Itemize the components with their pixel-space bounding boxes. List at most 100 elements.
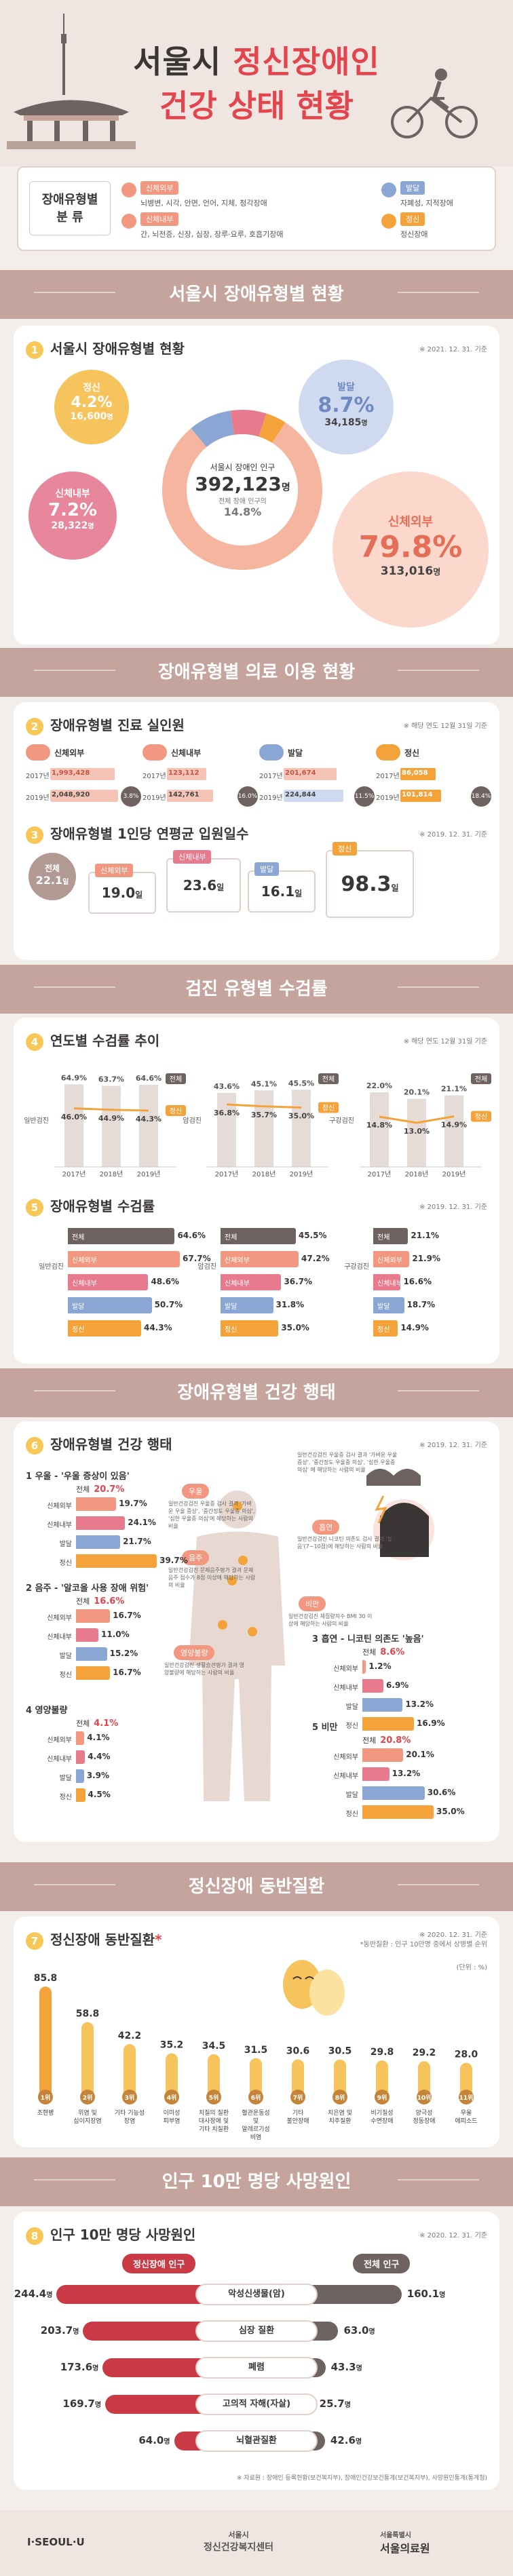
classification-desc: 간, 뇌전증, 신장, 심장, 장루·요루, 호흡기장애 <box>140 230 284 239</box>
center-value: 392,123 <box>195 473 282 495</box>
behavior-bar <box>362 1679 384 1693</box>
internal-pct: 7.2% <box>48 500 98 520</box>
comorbidity-value: 35.2 <box>160 2040 184 2051</box>
growth-badge: 3.8% <box>121 786 141 807</box>
section-heading: 4 연도별 수검률 추이 <box>26 1030 159 1051</box>
trend-year-label: 2017년 <box>62 1170 86 1178</box>
source-note: ※ 자료원 : 장애인 등록현황(보건복지부), 장애인건강보건통계(보건복지부… <box>236 2475 487 2482</box>
death-all-number: 43.3 <box>330 2361 356 2373</box>
legend-total-badge <box>471 1073 491 1084</box>
note: ※ 2021. 12. 31. 기준 <box>419 346 487 353</box>
donut-slice-발달 <box>191 410 234 448</box>
behavior-bar <box>76 1750 86 1764</box>
days-label: 발달 <box>254 862 280 876</box>
section-heading: 7 정신장애 동반질환* <box>26 1929 162 1950</box>
callout-nutrition-text: 일반건강검진 생활습관평가 결과 영양불량에 해당하는 사람의 비율 <box>164 1662 245 1676</box>
behavior-bar <box>76 1516 126 1530</box>
medical-group-label: 정신 <box>404 748 420 758</box>
days-value: 23.6일 <box>166 877 241 893</box>
trend-mental-label: 36.8% <box>214 1109 240 1117</box>
section-banner-death: 인구 10만 명당 사망원인 <box>0 2157 513 2206</box>
rank-badge <box>417 2090 432 2104</box>
rate-category: 신체외부 <box>225 1257 250 1265</box>
external-bubble: 신체외부 79.8% 313,016명 <box>332 472 489 628</box>
behavior-row-label: 신체내부 <box>333 1685 358 1692</box>
footer: I·SEOUL·U 서울시 정신건강복지센터 서울특별시 서울의료원 <box>0 2510 513 2576</box>
donut-slice-신체외부 <box>162 422 322 570</box>
days-number: 98.3 <box>341 872 392 896</box>
death-unit: 명 <box>46 2292 53 2299</box>
section-heading: 6 장애유형별 건강 행태 <box>26 1434 172 1455</box>
callout-nutrition-tag: 영양불량 <box>174 1645 215 1660</box>
callout-smoking-tag: 흡연 <box>312 1520 340 1535</box>
rate-bar <box>68 1297 152 1313</box>
behavior-title: 5 비만 <box>312 1723 338 1733</box>
comorbidity-value: 30.6 <box>286 2046 310 2057</box>
donut-center: 서울시 장애인 인구 392,123명 전체 장애 인구의 14.8% <box>183 461 302 518</box>
note: ※ 2019. 12. 31. 기준 <box>419 1442 487 1449</box>
year-label: 2017년 <box>376 773 400 780</box>
section-banner-behavior: 장애유형별 건강 행태 <box>0 1368 513 1417</box>
population-card: 1 서울시 장애유형별 현황 ※ 2021. 12. 31. 기준 정신 4.2%… <box>14 326 499 645</box>
behavior-total-value: 8.6% <box>380 1647 405 1657</box>
trend-panel-label: 암검진 <box>183 1117 202 1125</box>
death-all-value: 160.1명 <box>407 2288 446 2300</box>
section-banner-population: 서울시 장애유형별 현황 <box>0 270 513 319</box>
days-number: 23.6 <box>183 877 217 893</box>
days-number: 16.1 <box>261 883 295 900</box>
behavior-row-label: 신체외부 <box>47 1503 72 1510</box>
classification-desc: 정신장애 <box>400 230 428 239</box>
trend-mental-label: 13.0% <box>404 1127 430 1136</box>
heading-number: 3 <box>26 826 43 844</box>
death-all-value: 25.7명 <box>320 2398 351 2410</box>
trend-year-label: 2019년 <box>137 1170 161 1178</box>
classification-item: 신체내부 간, 뇌전증, 신장, 심장, 장루·요루, 호흡기장애 <box>140 212 284 239</box>
rate-category: 발달 <box>225 1303 238 1311</box>
page-title-line1: 서울시 정신장애인 <box>0 37 513 82</box>
rate-bar <box>373 1297 404 1313</box>
behavior-row-label: 정신 <box>345 1723 358 1730</box>
trend-year-label: 2019년 <box>290 1170 314 1178</box>
rank-label: 3위 <box>125 2094 135 2102</box>
death-unit: 명 <box>92 2365 99 2372</box>
legend-mental-badge <box>318 1102 339 1113</box>
behavior-bar <box>76 1647 107 1661</box>
death-mental-number: 169.7 <box>62 2398 95 2410</box>
classification-desc: 자폐성, 지적장애 <box>400 199 453 208</box>
development-icon <box>259 744 284 761</box>
trend-total-label: 20.1% <box>404 1088 430 1097</box>
rate-value: 36.7% <box>284 1277 313 1286</box>
heading-number: 6 <box>26 1437 43 1455</box>
note: ※ 해당 연도 12월 31일 기준 <box>403 723 487 730</box>
rate-value: 14.9% <box>400 1323 429 1332</box>
note: ※ 2019. 12. 31. 기준 <box>419 1204 487 1211</box>
death-mental-number: 203.7 <box>40 2324 73 2337</box>
behavior-row-value: 20.1% <box>406 1750 434 1759</box>
behavior-bar <box>362 1748 404 1762</box>
classification-item: 신체외부 뇌병변, 시각, 안면, 언어, 지체, 청각장애 <box>140 181 267 208</box>
behavior-row-value: 19.7% <box>119 1499 147 1508</box>
behavior-row-value: 13.2% <box>392 1769 421 1778</box>
death-unit: 명 <box>355 2438 362 2446</box>
trend-total-label: 21.1% <box>441 1085 467 1094</box>
title-mental-disability: 정신장애인 <box>233 43 380 80</box>
trend-mental-label: 35.7% <box>251 1111 277 1119</box>
comorbidity-bar <box>292 2059 304 2100</box>
comorbidity-bar <box>39 1986 52 2100</box>
classification-label: 장애유형별 분 류 <box>29 181 111 235</box>
classification-tag: 정신 <box>400 212 425 226</box>
trend-year-label: 2017년 <box>368 1170 392 1178</box>
medical-bar-2019 <box>50 790 118 802</box>
comorbidity-category: 정동장애 <box>413 2117 435 2125</box>
logo3-line2: 서울의료원 <box>380 2542 430 2555</box>
callout-obesity-tag: 비만 <box>299 1596 326 1611</box>
legend-total-text: 전체 <box>322 1075 335 1083</box>
trend-year-label: 2018년 <box>100 1170 124 1178</box>
body-outer-icon <box>26 744 50 761</box>
comorbidity-category: 치은염 및 <box>328 2109 352 2117</box>
rank-badge <box>248 2090 263 2104</box>
body-inner-icon <box>142 744 167 761</box>
